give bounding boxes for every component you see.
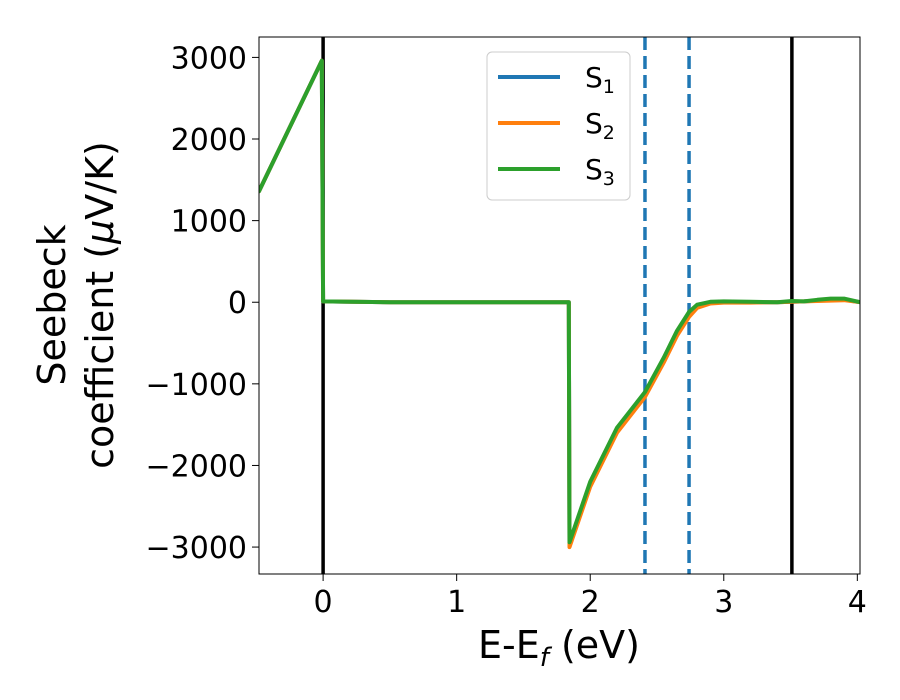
y-axis-label-line1: Seebeck — [30, 224, 74, 385]
y-tick-label: 0 — [228, 286, 247, 321]
x-tick-label: 0 — [314, 585, 333, 620]
x-tick-label: 2 — [581, 585, 600, 620]
legend-label-1: S1 — [585, 61, 615, 98]
x-axis-ticks: 0 1 2 3 4 — [314, 574, 867, 620]
x-axis-label: E-Ef (eV) — [478, 623, 640, 673]
y-tick-label: 2000 — [171, 123, 247, 158]
x-tick-label: 3 — [714, 585, 733, 620]
y-tick-label: 1000 — [171, 205, 247, 240]
y-tick-label: −3000 — [146, 531, 247, 566]
y-axis-ticks: 3000 2000 1000 0 −1000 −2000 −3000 — [146, 41, 259, 566]
y-tick-label: −1000 — [146, 368, 247, 403]
series-line-3 — [259, 58, 860, 545]
legend-label-2: S2 — [585, 107, 615, 144]
legend-box — [486, 51, 631, 201]
series-lines — [259, 58, 860, 550]
plot-frame — [258, 36, 861, 575]
legend: S1 S2 S3 — [486, 51, 631, 201]
y-tick-label: −2000 — [146, 449, 247, 484]
x-tick-label: 4 — [848, 585, 867, 620]
y-tick-label: 3000 — [171, 41, 247, 76]
x-tick-label: 1 — [447, 585, 466, 620]
legend-label-3: S3 — [585, 153, 615, 190]
y-axis-label-line2: coefficient (μV/K) — [78, 141, 122, 469]
